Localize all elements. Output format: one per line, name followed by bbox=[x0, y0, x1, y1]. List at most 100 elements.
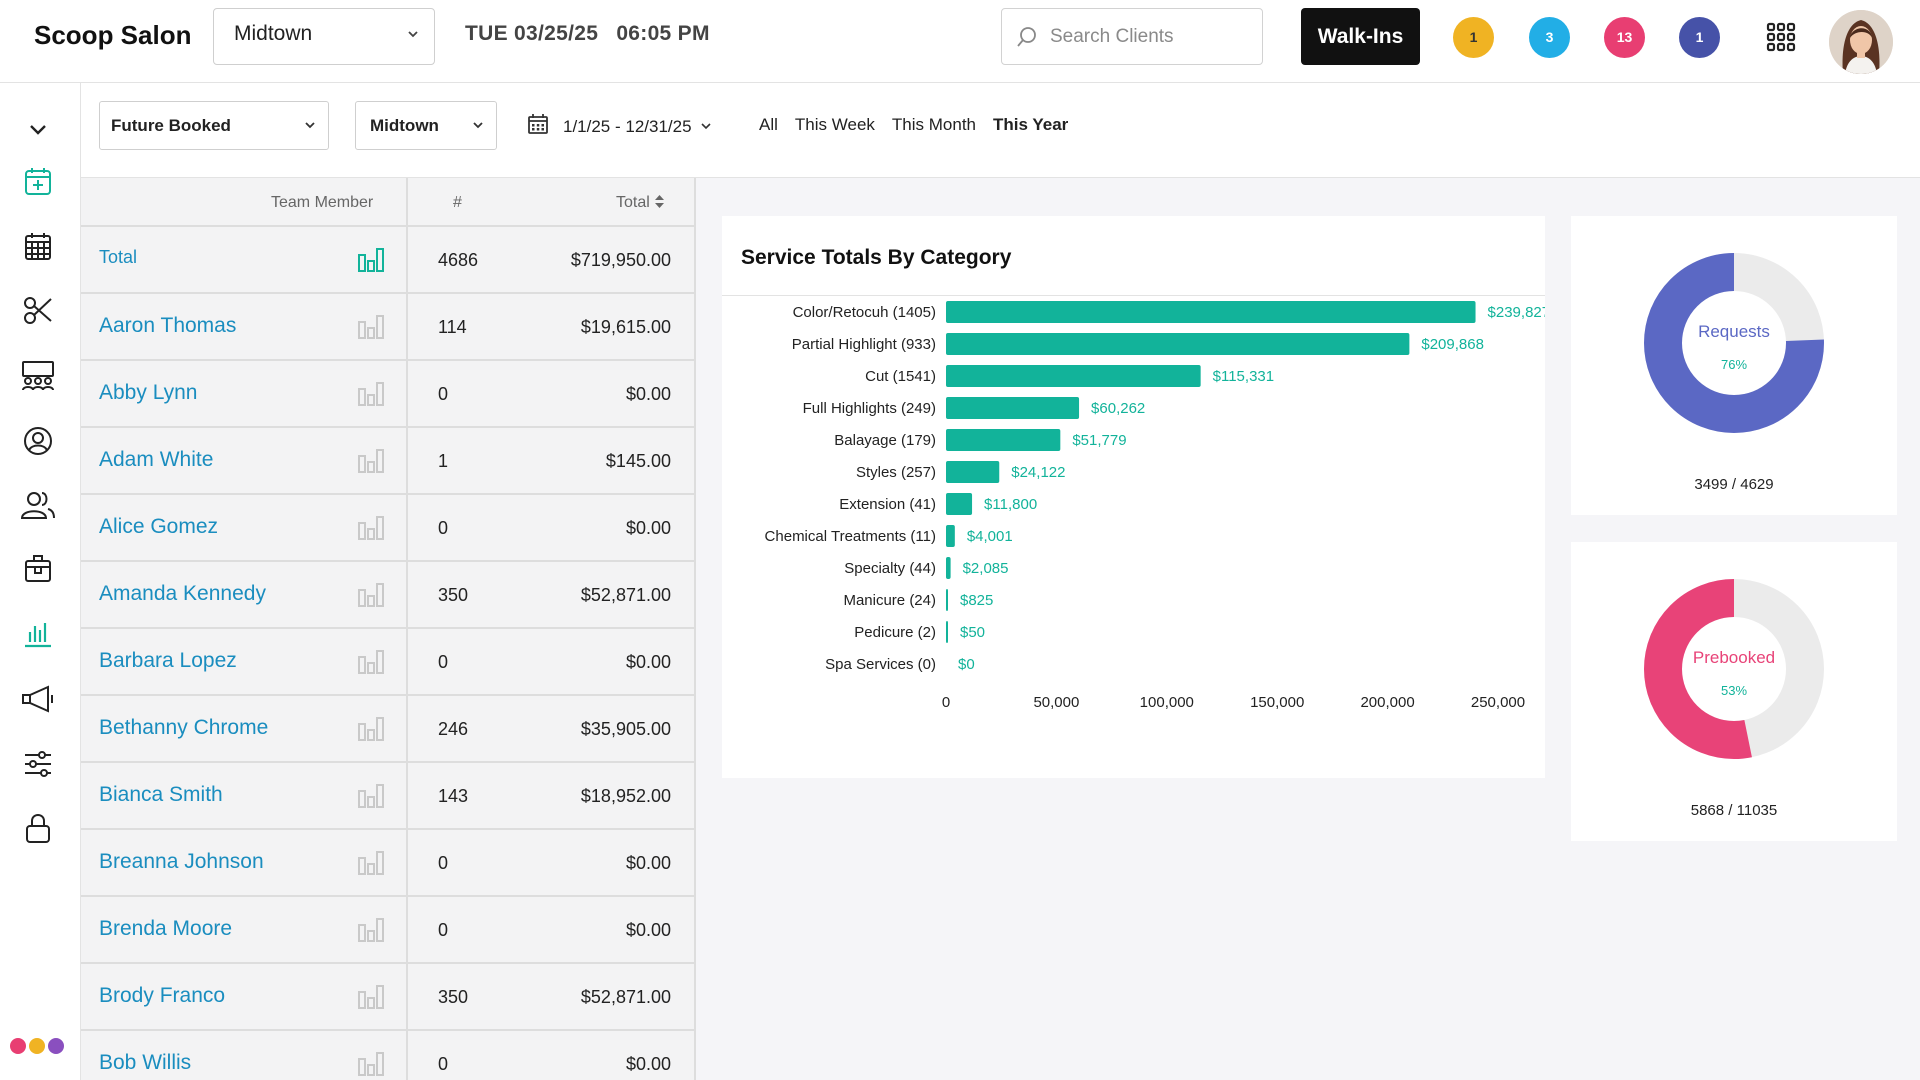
category-bar[interactable] bbox=[946, 333, 1410, 355]
table-row[interactable]: Alice Gomez 0 $0.00 bbox=[81, 495, 694, 562]
location-select[interactable]: Midtown bbox=[213, 8, 435, 65]
chevron-down-icon[interactable] bbox=[20, 111, 56, 147]
table-row[interactable]: Bianca Smith 143 $18,952.00 bbox=[81, 763, 694, 830]
table-row[interactable]: Abby Lynn 0 $0.00 bbox=[81, 361, 694, 428]
team-member-name[interactable]: Aaron Thomas bbox=[99, 313, 237, 337]
range-link[interactable]: This Year bbox=[993, 115, 1069, 134]
category-bar[interactable] bbox=[946, 461, 1000, 483]
location-filter-select[interactable]: Midtown bbox=[355, 101, 497, 150]
column-header-count[interactable]: # bbox=[453, 194, 462, 211]
team-member-name[interactable]: Amanda Kennedy bbox=[99, 581, 266, 605]
table-row[interactable]: Adam White 1 $145.00 bbox=[81, 428, 694, 495]
table-row[interactable]: Aaron Thomas 114 $19,615.00 bbox=[81, 294, 694, 361]
bar-chart-icon[interactable] bbox=[357, 649, 385, 675]
category-bar[interactable] bbox=[946, 429, 1061, 451]
calendar-add-icon[interactable] bbox=[20, 163, 56, 199]
bar-value-label: $825 bbox=[960, 592, 993, 609]
category-bar[interactable] bbox=[946, 493, 973, 515]
reports-icon[interactable] bbox=[20, 616, 56, 652]
table-row[interactable]: Bethanny Chrome 246 $35,905.00 bbox=[81, 696, 694, 763]
category-bar[interactable] bbox=[946, 397, 1080, 419]
report-content: Team Member # Total Total 4686 $719,950.00… bbox=[81, 178, 1920, 1080]
x-tick-label: 0 bbox=[942, 694, 950, 711]
team-member-name[interactable]: Bethanny Chrome bbox=[99, 715, 269, 739]
notification-badge[interactable]: 13 bbox=[1604, 17, 1645, 58]
notification-badge[interactable]: 3 bbox=[1529, 17, 1570, 58]
category-bar[interactable] bbox=[946, 301, 1476, 323]
team-member-name[interactable]: Bianca Smith bbox=[99, 782, 223, 806]
location-filter-value: Midtown bbox=[370, 116, 439, 135]
team-icon[interactable] bbox=[20, 487, 56, 523]
service-count: 0 bbox=[438, 517, 449, 538]
brand-dot bbox=[10, 1038, 26, 1054]
table-total-row[interactable]: Total 4686 $719,950.00 bbox=[81, 227, 694, 294]
notification-badge[interactable]: 1 bbox=[1679, 17, 1720, 58]
category-bar[interactable] bbox=[946, 621, 948, 643]
table-row[interactable]: Brenda Moore 0 $0.00 bbox=[81, 897, 694, 964]
service-count: 0 bbox=[438, 852, 449, 873]
column-header-total[interactable]: Total bbox=[616, 194, 665, 212]
bar-chart-icon[interactable] bbox=[357, 314, 385, 340]
marketing-icon[interactable] bbox=[20, 681, 56, 717]
bar-chart-icon[interactable] bbox=[357, 448, 385, 474]
bar-chart-icon[interactable] bbox=[357, 582, 385, 608]
lock-icon[interactable] bbox=[20, 810, 56, 846]
walk-ins-button[interactable]: Walk-Ins bbox=[1301, 8, 1420, 65]
service-total: $19,615.00 bbox=[580, 316, 671, 337]
team-member-name[interactable]: Bob Willis bbox=[99, 1050, 192, 1074]
category-bar[interactable] bbox=[946, 589, 948, 611]
current-date: TUE 03/25/25 bbox=[465, 22, 599, 45]
range-link[interactable]: All bbox=[759, 115, 778, 134]
user-avatar[interactable] bbox=[1829, 10, 1893, 74]
donut-value-arc[interactable] bbox=[1644, 579, 1824, 759]
products-icon[interactable] bbox=[20, 551, 56, 587]
service-count: 0 bbox=[438, 1053, 449, 1074]
table-row[interactable]: Breanna Johnson 0 $0.00 bbox=[81, 830, 694, 897]
search-box[interactable] bbox=[1001, 8, 1263, 65]
team-member-name[interactable]: Abby Lynn bbox=[99, 380, 198, 404]
date-range-picker[interactable]: 1/1/25 - 12/31/25 bbox=[527, 113, 712, 140]
category-bar[interactable] bbox=[946, 525, 955, 547]
bar-chart-icon[interactable] bbox=[357, 984, 385, 1010]
table-row[interactable]: Barbara Lopez 0 $0.00 bbox=[81, 629, 694, 696]
donut-value-arc[interactable] bbox=[1644, 253, 1824, 433]
apps-grid-icon[interactable] bbox=[1766, 22, 1796, 57]
column-header-team-member[interactable]: Team Member bbox=[271, 194, 374, 211]
bar-chart-icon[interactable] bbox=[357, 716, 385, 742]
donut-label: Prebooked bbox=[1693, 648, 1775, 667]
bar-chart-icon[interactable] bbox=[357, 1051, 385, 1077]
total-label[interactable]: Total bbox=[99, 246, 138, 267]
team-member-name[interactable]: Adam White bbox=[99, 447, 214, 471]
bar-chart-icon[interactable] bbox=[357, 515, 385, 541]
scissors-icon[interactable] bbox=[20, 292, 56, 328]
team-member-name[interactable]: Breanna Johnson bbox=[99, 849, 264, 873]
category-bar[interactable] bbox=[946, 365, 1201, 387]
team-member-name[interactable]: Barbara Lopez bbox=[99, 648, 237, 672]
team-member-name[interactable]: Brody Franco bbox=[99, 983, 226, 1007]
range-link[interactable]: This Week bbox=[794, 115, 875, 134]
category-bar[interactable] bbox=[946, 557, 951, 579]
bar-chart-icon[interactable] bbox=[357, 247, 385, 273]
table-row[interactable]: Amanda Kennedy 350 $52,871.00 bbox=[81, 562, 694, 629]
settings-sliders-icon[interactable] bbox=[20, 746, 56, 782]
bar-chart-icon[interactable] bbox=[357, 783, 385, 809]
bar-chart-icon[interactable] bbox=[357, 381, 385, 407]
client-icon[interactable] bbox=[20, 423, 56, 459]
category-label: Balayage (179) bbox=[834, 432, 936, 449]
range-link[interactable]: This Month bbox=[891, 115, 976, 134]
filter-bar: Future Booked Midtown 1/1/25 - 12/31/25 … bbox=[81, 83, 1920, 178]
staff-icon[interactable] bbox=[20, 357, 56, 393]
bar-chart-icon[interactable] bbox=[357, 850, 385, 876]
bar-chart-icon[interactable] bbox=[357, 917, 385, 943]
table-row[interactable]: Bob Willis 0 $0.00 bbox=[81, 1031, 694, 1080]
calendar-grid-icon[interactable] bbox=[20, 228, 56, 264]
team-member-name[interactable]: Brenda Moore bbox=[99, 916, 233, 940]
service-total: $0.00 bbox=[625, 852, 671, 873]
search-input[interactable] bbox=[1050, 22, 1250, 52]
calendar-icon bbox=[527, 113, 549, 140]
team-member-name[interactable]: Alice Gomez bbox=[99, 514, 219, 538]
notification-badge[interactable]: 1 bbox=[1453, 17, 1494, 58]
chevron-down-icon bbox=[472, 116, 484, 136]
table-row[interactable]: Brody Franco 350 $52,871.00 bbox=[81, 964, 694, 1031]
report-type-select[interactable]: Future Booked bbox=[99, 101, 329, 150]
